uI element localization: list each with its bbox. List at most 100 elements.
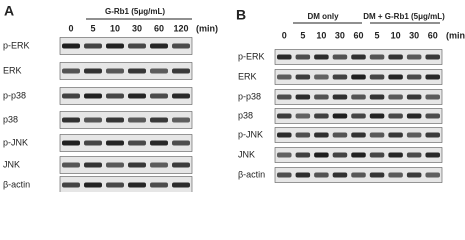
band <box>332 94 348 100</box>
band <box>369 74 385 80</box>
band <box>332 54 348 60</box>
band <box>369 54 385 60</box>
band <box>314 152 329 158</box>
band <box>425 94 440 100</box>
row-label: p-JNK <box>238 129 263 139</box>
group-label: DM + G-Rb1 (5μg/mL) <box>363 12 445 21</box>
time-label: 5 <box>300 30 305 40</box>
band <box>62 140 80 146</box>
band <box>406 132 422 138</box>
time-label: 60 <box>154 23 164 33</box>
row-label: β-actin <box>3 179 30 189</box>
time-label: 5 <box>375 30 380 40</box>
band <box>62 93 80 99</box>
band <box>406 113 422 119</box>
band <box>172 117 190 123</box>
band <box>62 182 80 188</box>
band <box>106 117 124 123</box>
row-label: ERK <box>3 65 22 75</box>
band <box>314 132 329 138</box>
band <box>388 152 403 158</box>
time-label: 0 <box>282 30 287 40</box>
band <box>369 172 385 178</box>
band <box>277 113 292 119</box>
band <box>172 68 190 74</box>
row-label: p-JNK <box>3 137 28 147</box>
band <box>425 172 440 178</box>
band <box>388 172 403 178</box>
band <box>388 54 403 60</box>
panel-label: B <box>236 7 246 23</box>
band <box>128 43 146 49</box>
band <box>128 93 146 99</box>
band <box>351 172 366 178</box>
row-label: p38 <box>3 114 18 124</box>
band <box>425 113 440 119</box>
row-label: ERK <box>238 71 257 81</box>
blot <box>59 87 193 105</box>
row-label: JNK <box>238 149 255 159</box>
band <box>106 162 124 168</box>
unit-label: (min) <box>446 30 465 40</box>
band <box>406 54 422 60</box>
band <box>425 54 440 60</box>
band <box>369 132 385 138</box>
row-label: p-p38 <box>3 90 26 100</box>
group-label: DM only <box>307 12 339 21</box>
band <box>369 113 385 119</box>
band <box>106 43 124 49</box>
band <box>84 117 102 123</box>
band <box>314 172 329 178</box>
band <box>277 152 292 158</box>
band <box>388 132 403 138</box>
band <box>84 93 102 99</box>
band <box>277 94 292 100</box>
band <box>351 74 366 80</box>
band <box>62 117 80 123</box>
time-label: 10 <box>110 23 120 33</box>
band <box>106 182 124 188</box>
band <box>84 43 102 49</box>
band <box>172 162 190 168</box>
band <box>332 172 348 178</box>
blot <box>59 62 193 80</box>
band <box>172 140 190 146</box>
band <box>295 132 311 138</box>
band <box>332 132 348 138</box>
time-label: 0 <box>68 23 73 33</box>
time-label: 10 <box>391 30 401 40</box>
band <box>106 68 124 74</box>
band <box>106 140 124 146</box>
band <box>128 140 146 146</box>
blot <box>59 156 193 174</box>
band <box>314 54 329 60</box>
time-label: 60 <box>428 30 438 40</box>
blot <box>59 111 193 129</box>
band <box>425 132 440 138</box>
band <box>150 117 168 123</box>
band <box>150 68 168 74</box>
band <box>295 54 311 60</box>
panel-label: A <box>4 3 14 19</box>
band <box>62 68 80 74</box>
band <box>62 162 80 168</box>
band <box>62 43 80 49</box>
blot <box>59 37 193 55</box>
band <box>277 172 292 178</box>
band <box>172 93 190 99</box>
time-label: 10 <box>316 30 326 40</box>
band <box>369 94 385 100</box>
band <box>150 140 168 146</box>
band <box>295 152 311 158</box>
band <box>332 74 348 80</box>
band <box>128 68 146 74</box>
band <box>314 113 329 119</box>
time-label: 5 <box>90 23 95 33</box>
band <box>332 113 348 119</box>
band <box>351 54 366 60</box>
band <box>406 152 422 158</box>
band <box>150 162 168 168</box>
row-label: p-ERK <box>3 40 30 50</box>
blot <box>59 134 193 152</box>
band <box>172 182 190 188</box>
